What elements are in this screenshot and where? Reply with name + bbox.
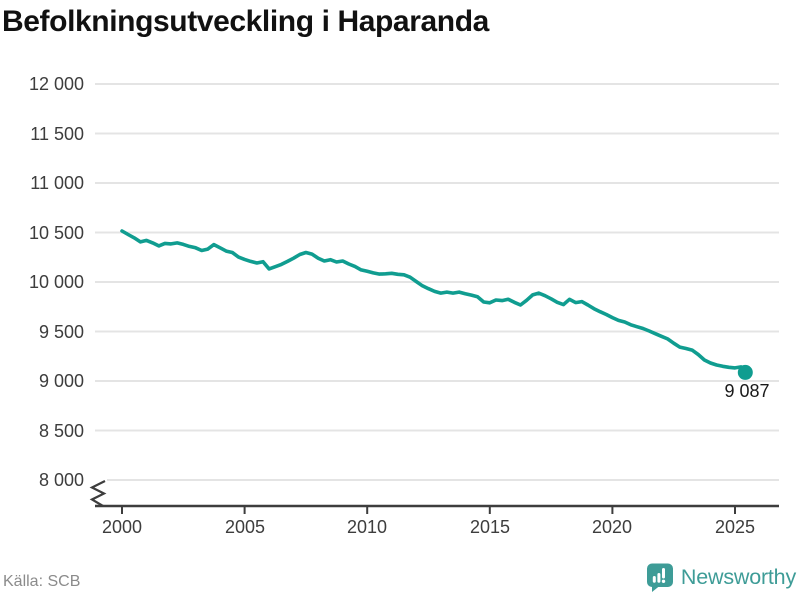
- latest-value-label: 9 087: [724, 381, 770, 401]
- source-note: Källa: SCB: [3, 573, 81, 590]
- y-tick-label: 10 000: [28, 272, 84, 292]
- population-line: [120, 229, 748, 375]
- y-tick-label: 9 500: [38, 322, 84, 342]
- axis-break-squiggle-icon: [89, 480, 107, 507]
- y-tick-label: 10 500: [28, 223, 84, 243]
- population-line-chart: [89, 83, 779, 514]
- y-tick-label: 8 500: [38, 421, 84, 441]
- x-tick-label: 2020: [591, 517, 633, 537]
- x-tick-label: 2010: [346, 517, 388, 537]
- x-tick-label: 2000: [101, 517, 143, 537]
- y-tick-label: 9 000: [38, 371, 84, 391]
- newsworthy-wordmark: Newsworthy: [680, 565, 796, 589]
- x-tick-label: 2005: [224, 517, 266, 537]
- y-tick-label: 12 000: [28, 74, 84, 94]
- newsworthy-bubble-chart-icon: [646, 563, 673, 592]
- newsworthy-logo[interactable]: Newsworthy: [646, 562, 796, 593]
- y-tick-label: 8 000: [38, 470, 84, 490]
- chart-title: Befolkningsutveckling i Haparanda: [2, 5, 489, 38]
- y-tick-label: 11 000: [30, 173, 84, 193]
- latest-point-dot: [737, 364, 753, 380]
- x-tick-label: 2015: [469, 517, 511, 537]
- y-tick-label: 11 500: [30, 124, 84, 144]
- x-tick-label: 2025: [714, 517, 756, 537]
